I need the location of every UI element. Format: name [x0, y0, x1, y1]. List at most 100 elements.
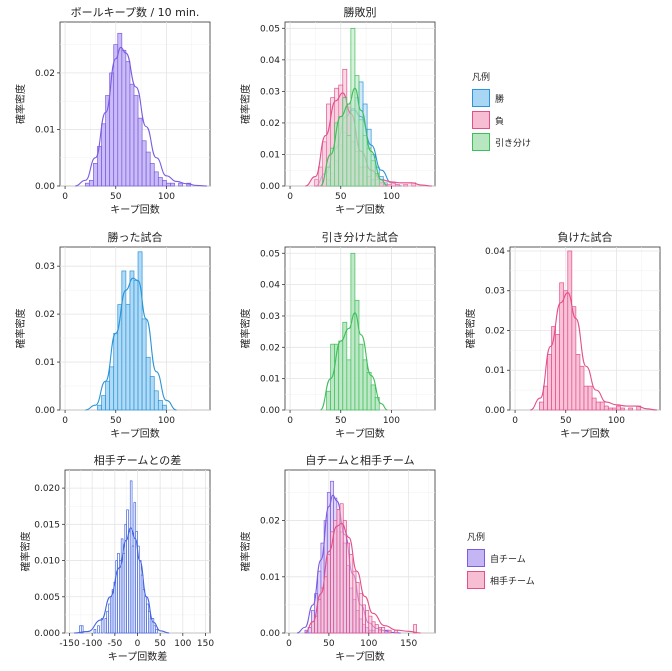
y-tick-label: 0.04 [260, 281, 280, 291]
histogram-bar [339, 503, 344, 634]
histogram-bar [178, 182, 183, 187]
histogram-bar [314, 615, 319, 634]
histogram-bar [126, 509, 129, 634]
legend-title: 凡例 [472, 73, 491, 83]
histogram-bar [149, 618, 153, 634]
histogram-bar [166, 182, 171, 187]
y-tick-label: 0.01 [35, 125, 55, 135]
histogram-bar [333, 497, 338, 634]
histogram-bar [100, 618, 104, 634]
histogram-bar [352, 598, 357, 634]
histogram-bar [411, 182, 417, 187]
x-tick-label: 100 [360, 639, 377, 649]
y-tick-label: 0.005 [34, 593, 60, 603]
histogram-bar [551, 326, 556, 411]
histogram-bar [133, 502, 137, 634]
x-tick-label: 150 [197, 639, 214, 649]
histogram-bar [144, 596, 147, 634]
histogram-bar [350, 109, 356, 187]
histogram-bar [413, 624, 417, 634]
density-curve [75, 46, 207, 187]
density-curve [530, 292, 657, 411]
histogram-bar [342, 321, 348, 411]
histogram-bar [140, 574, 144, 634]
histogram-bar [370, 154, 376, 187]
legend-label-loss: 負 [495, 116, 505, 127]
x-tick-label: 50 [110, 192, 122, 202]
histogram-bar [153, 625, 156, 634]
y-axis-label: 確率密度 [239, 532, 252, 572]
x-tick-label: 0 [287, 416, 293, 426]
histogram-bar [330, 97, 336, 187]
plot-frame [284, 469, 436, 634]
histogram-bar [310, 621, 315, 634]
histogram-bar [603, 405, 609, 411]
histogram-bar [571, 306, 577, 411]
histogram-bar [612, 407, 617, 411]
histogram-bar [362, 604, 366, 634]
legend-label-opponent: 相手チーム [490, 576, 535, 587]
x-axis-label: キープ回数 [335, 650, 384, 663]
histogram-bar [151, 618, 155, 634]
y-tick-label: 0.00 [35, 182, 55, 192]
x-tick-label: 0 [135, 639, 141, 649]
y-tick-label: 0.05 [260, 249, 280, 259]
histogram-bar [162, 404, 167, 411]
histogram-bar [310, 610, 315, 634]
histogram-bar [378, 182, 384, 187]
y-tick-label: 0.02 [260, 343, 280, 353]
chart-title: 勝った試合 [108, 230, 163, 244]
histogram-bar [370, 160, 376, 187]
histogram-bar [374, 397, 380, 411]
histogram-bar [109, 596, 113, 634]
x-tick-label: -50 [107, 639, 122, 649]
histogram-bar [338, 144, 344, 187]
histogram-bar [145, 151, 151, 187]
y-tick-label: 0.00 [485, 406, 505, 416]
histogram-bar [111, 589, 115, 634]
density-curve [319, 312, 388, 411]
histogram-bar [334, 122, 340, 187]
histogram-bar [539, 401, 544, 411]
chart-title: 相手チームとの差 [94, 453, 182, 467]
histogram-bar [145, 356, 151, 411]
histogram-bar [342, 132, 348, 187]
density-curve [74, 527, 170, 634]
legend-item-own-team: 自チーム [467, 547, 535, 569]
y-axis-label: 確率密度 [19, 532, 32, 572]
histogram-bar [330, 343, 336, 411]
density-curve [296, 494, 401, 634]
chart-title: 勝敗別 [344, 5, 377, 19]
histogram-bar [374, 173, 380, 187]
histogram-bar [346, 359, 352, 411]
histogram-bar [115, 560, 118, 634]
histogram-bar [133, 280, 139, 411]
histogram-bar [133, 95, 139, 187]
histogram-bar [358, 81, 364, 187]
x-axis-label: キープ回数 [560, 427, 609, 440]
y-tick-label: 0.03 [35, 262, 55, 272]
y-tick-label: 0.00 [260, 629, 280, 639]
histogram-bar [101, 395, 106, 411]
histogram-bar [370, 384, 376, 411]
histogram-bar [350, 27, 356, 187]
histogram-bar [366, 176, 372, 187]
series-0 [530, 250, 657, 411]
legend-team: 凡例 自チーム 相手チーム [467, 530, 535, 591]
x-tick-label: 100 [608, 416, 625, 426]
histogram-bar [129, 83, 135, 187]
series-0 [315, 81, 402, 187]
legend-key-draw [472, 133, 490, 151]
histogram-bar [543, 385, 548, 411]
histogram-bar [362, 103, 368, 187]
histogram-bar [323, 520, 328, 634]
series-0 [85, 251, 177, 411]
histogram-bar [105, 380, 111, 411]
histogram-bar [138, 560, 142, 634]
